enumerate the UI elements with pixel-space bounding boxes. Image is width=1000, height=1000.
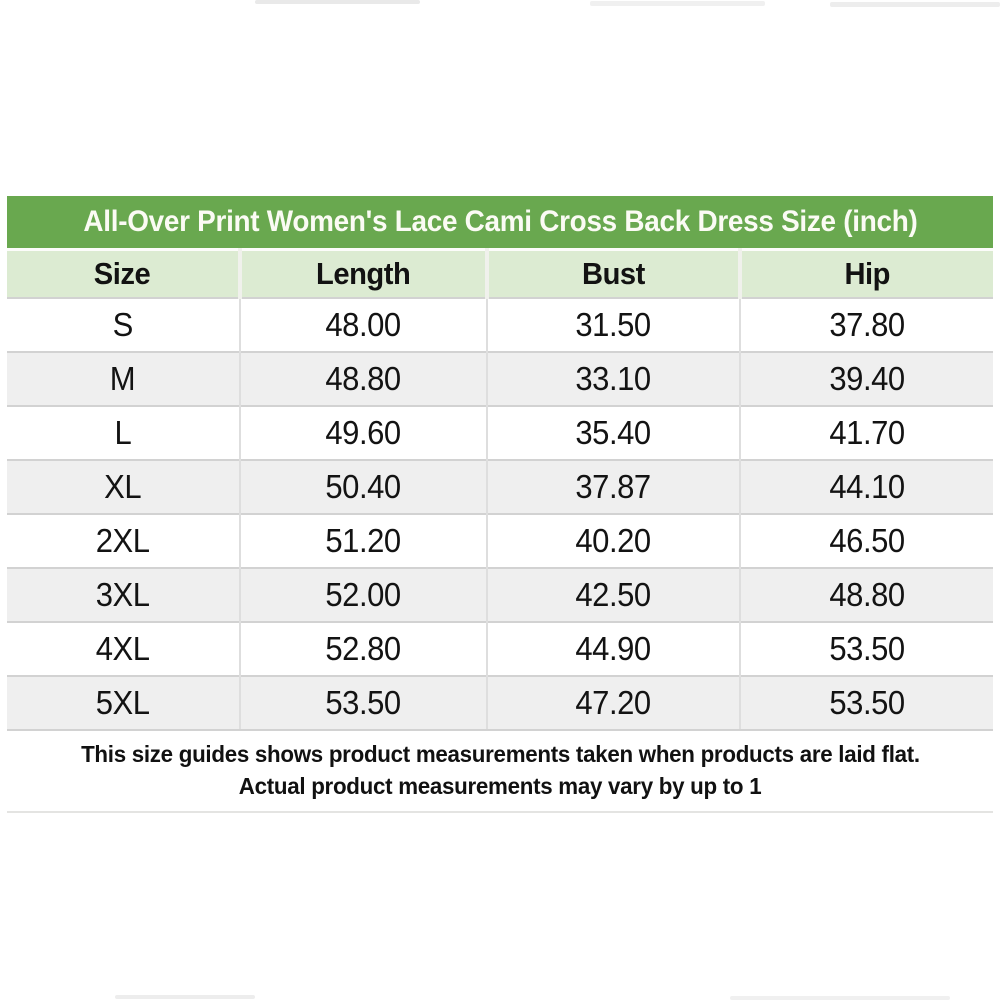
column-header-hip: Hip [737, 248, 993, 298]
cell-bust: 33.10 [486, 351, 740, 406]
cell-length: 48.80 [238, 351, 488, 406]
cell-hip: 39.40 [738, 351, 993, 406]
cell-hip: 41.70 [738, 405, 993, 460]
top-edge-artifact [830, 2, 1000, 7]
bottom-edge-artifact [115, 995, 255, 999]
cell-bust: 37.87 [486, 459, 740, 514]
table-row: 2XL 51.20 40.20 46.50 [7, 513, 993, 568]
table-row: 3XL 52.00 42.50 48.80 [7, 567, 993, 622]
column-header-size: Size [7, 248, 240, 298]
cell-length: 50.40 [238, 459, 488, 514]
table-row: XL 50.40 37.87 44.10 [7, 459, 993, 514]
cell-hip: 37.80 [738, 297, 993, 352]
cell-size: 2XL [7, 513, 240, 568]
table-row: L 49.60 35.40 41.70 [7, 405, 993, 460]
column-header-bust: Bust [485, 248, 740, 298]
cell-bust: 47.20 [486, 675, 740, 729]
table-row: 5XL 53.50 47.20 53.50 [7, 675, 993, 729]
size-chart-title: All-Over Print Women's Lace Cami Cross B… [82, 205, 918, 238]
column-header-length: Length [237, 248, 488, 298]
cell-size: 4XL [7, 621, 240, 676]
size-chart-title-bar: All-Over Print Women's Lace Cami Cross B… [7, 196, 993, 248]
cell-bust: 44.90 [486, 621, 740, 676]
table-row: S 48.00 31.50 37.80 [7, 297, 993, 352]
size-chart-table: Size Length Bust Hip S 48.00 31.50 37.80… [7, 248, 993, 729]
cell-length: 52.80 [238, 621, 488, 676]
footnote-line-2: Actual product measurements may vary by … [238, 773, 762, 799]
header-row: Size Length Bust Hip [7, 248, 993, 298]
cell-bust: 42.50 [486, 567, 740, 622]
cell-size: XL [7, 459, 240, 514]
bottom-edge-artifact [730, 996, 950, 1000]
cell-hip: 48.80 [738, 567, 993, 622]
cell-length: 49.60 [238, 405, 488, 460]
cell-size: M [7, 351, 240, 406]
cell-size: L [7, 405, 240, 460]
table-row: 4XL 52.80 44.90 53.50 [7, 621, 993, 676]
cell-hip: 46.50 [738, 513, 993, 568]
cell-length: 52.00 [238, 567, 488, 622]
table-row: M 48.80 33.10 39.40 [7, 351, 993, 406]
cell-size: S [7, 297, 240, 352]
cell-hip: 44.10 [738, 459, 993, 514]
cell-length: 53.50 [238, 675, 488, 729]
top-edge-artifact [255, 0, 420, 4]
cell-length: 51.20 [238, 513, 488, 568]
cell-bust: 31.50 [486, 297, 740, 352]
size-chart: All-Over Print Women's Lace Cami Cross B… [7, 196, 993, 813]
top-edge-artifact [590, 1, 765, 6]
cell-size: 5XL [7, 675, 240, 729]
size-guide-footnote: This size guides shows product measureme… [7, 729, 993, 813]
cell-bust: 40.20 [486, 513, 740, 568]
cell-hip: 53.50 [738, 675, 993, 729]
footnote-line-1: This size guides shows product measureme… [80, 741, 920, 767]
cell-size: 3XL [7, 567, 240, 622]
cell-length: 48.00 [238, 297, 488, 352]
cell-hip: 53.50 [738, 621, 993, 676]
cell-bust: 35.40 [486, 405, 740, 460]
